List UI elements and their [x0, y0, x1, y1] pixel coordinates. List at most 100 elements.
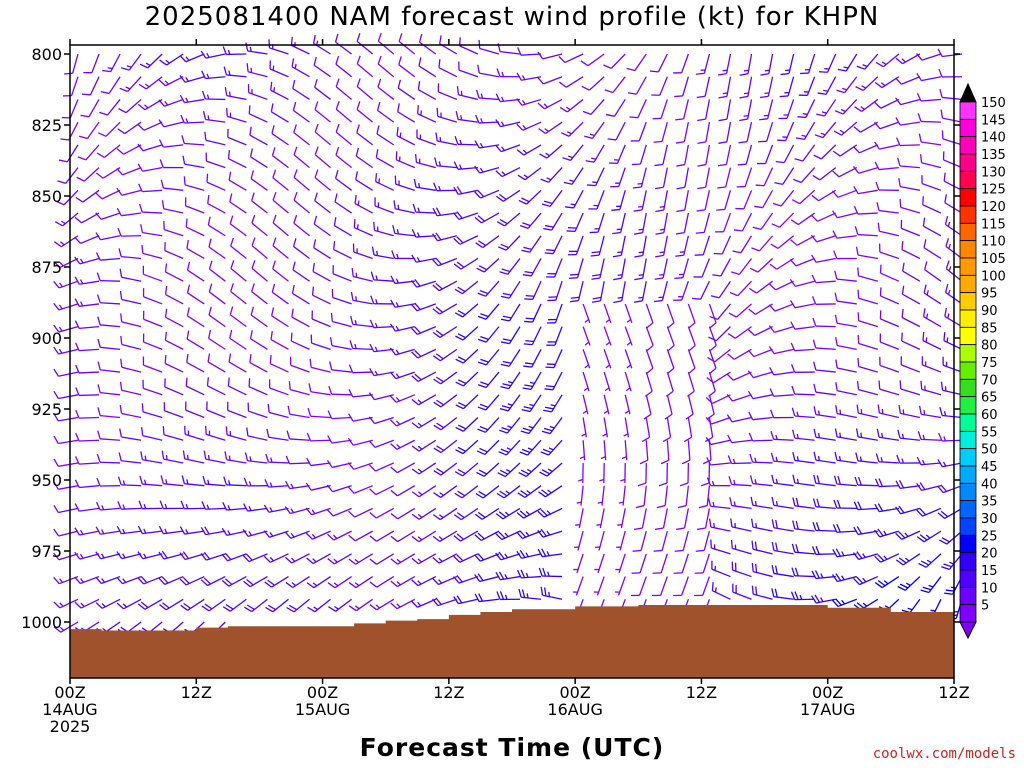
wind-barb	[228, 353, 247, 373]
barb-feather	[159, 59, 167, 66]
barb-half-feather	[734, 522, 737, 528]
wind-barb	[594, 553, 605, 574]
barb-shaft	[726, 122, 732, 142]
barb-half-feather	[145, 62, 151, 67]
wind-barb	[77, 144, 100, 161]
barb-shaft	[923, 247, 942, 260]
barb-feather	[373, 221, 376, 231]
barb-half-feather	[294, 63, 297, 69]
wind-barb	[393, 200, 415, 214]
barb-feather	[453, 237, 461, 245]
barb-half-feather	[926, 559, 932, 564]
barb-shaft	[459, 45, 479, 55]
barb-half-feather	[416, 232, 420, 238]
barb-feather	[792, 451, 796, 461]
barb-feather	[53, 504, 59, 513]
wind-barb	[705, 416, 731, 425]
barb-feather	[565, 206, 574, 209]
barb-feather	[390, 512, 399, 520]
wind-barb	[74, 551, 100, 560]
barb-feather	[537, 77, 544, 85]
barb-shaft	[293, 132, 310, 146]
wind-barb	[660, 440, 670, 465]
barb-feather	[814, 570, 820, 579]
wind-barb	[390, 299, 415, 308]
barb-feather	[432, 577, 439, 585]
wind-barb	[655, 212, 668, 235]
barb-feather	[813, 451, 817, 461]
wind-barb	[474, 573, 500, 583]
wind-barb	[879, 264, 900, 282]
wind-barb	[328, 385, 352, 396]
barb-shaft	[397, 530, 416, 543]
wind-barb	[874, 161, 899, 171]
barb-feather	[454, 288, 463, 295]
wind-barb	[137, 121, 163, 131]
wind-barb	[500, 349, 521, 367]
barb-half-feather	[227, 530, 231, 535]
barb-feather	[681, 459, 691, 465]
barb-shaft	[687, 326, 696, 346]
barb-feather	[97, 361, 101, 371]
wind-barb	[249, 330, 268, 350]
wind-barb	[288, 381, 310, 396]
wind-barb	[877, 404, 900, 419]
barb-feather	[582, 110, 592, 116]
barb-feather	[521, 249, 530, 253]
wind-barb	[242, 528, 268, 537]
barb-feather	[53, 626, 62, 633]
barb-half-feather	[417, 491, 423, 496]
wind-barb	[179, 74, 205, 83]
barb-feather	[179, 74, 186, 83]
barb-feather	[543, 200, 553, 205]
barb-shaft	[142, 252, 163, 260]
barb-feather	[717, 72, 727, 76]
wind-barb	[751, 540, 773, 555]
barb-half-feather	[107, 67, 113, 70]
wind-barb	[895, 530, 921, 540]
barb-feather	[667, 322, 675, 329]
barb-feather	[498, 531, 506, 539]
barb-half-feather	[207, 479, 210, 485]
barb-half-feather	[948, 243, 951, 249]
credit-link[interactable]: coolwx.com/models	[872, 746, 1016, 762]
barb-feather	[479, 289, 489, 295]
wind-barb	[666, 349, 675, 375]
wind-barb	[74, 320, 100, 330]
barb-feather	[222, 606, 231, 612]
barb-feather	[222, 46, 227, 55]
barb-shaft	[639, 553, 647, 574]
wind-barb	[697, 167, 711, 190]
barb-feather	[749, 267, 759, 273]
wind-barb	[417, 81, 437, 101]
colorbar-label: 25	[981, 529, 998, 544]
barb-feather	[285, 480, 291, 489]
barb-half-feather	[417, 601, 422, 607]
wind-barb	[500, 371, 521, 390]
barb-shaft	[271, 291, 289, 305]
barb-half-feather	[638, 251, 644, 254]
wind-barb	[675, 122, 690, 144]
barb-half-feather	[395, 325, 400, 331]
colorbar-swatch	[959, 604, 977, 623]
wind-barb	[833, 250, 857, 260]
wind-barb	[474, 165, 500, 174]
barb-shaft	[705, 144, 711, 165]
x-tick-label: 00Z	[812, 683, 843, 702]
wind-barb	[270, 103, 289, 123]
barb-shaft	[72, 53, 79, 74]
wind-barb	[351, 267, 373, 282]
barb-feather	[288, 381, 291, 390]
wind-barb	[876, 202, 899, 214]
wind-barb	[116, 575, 142, 585]
wind-barb	[518, 189, 542, 205]
barb-shaft	[838, 167, 858, 178]
wind-barb	[495, 507, 521, 520]
wind-barb	[74, 235, 100, 245]
barb-feather	[498, 246, 507, 251]
barb-shaft	[143, 273, 163, 282]
barb-feather	[95, 212, 102, 220]
barb-half-feather	[375, 604, 381, 609]
barb-shaft	[634, 53, 647, 71]
wind-barb	[574, 530, 584, 551]
